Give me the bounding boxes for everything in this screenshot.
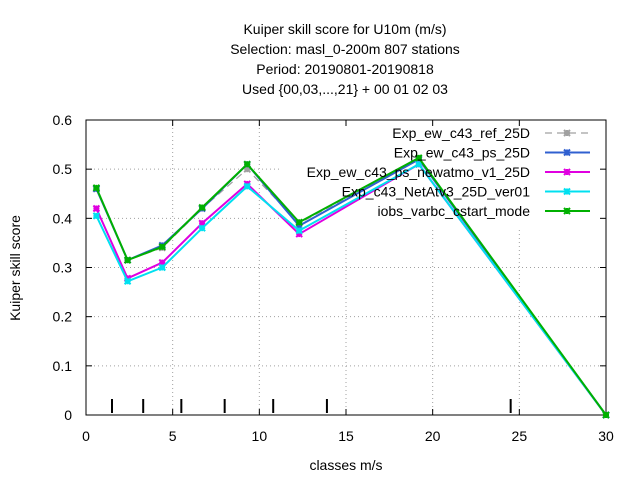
legend-label-3: Exp_c43_NetAtv3_25D_ver01 bbox=[342, 184, 531, 200]
series-4-point-6 bbox=[415, 154, 423, 162]
series-4-point-1 bbox=[123, 256, 132, 264]
legend-marker-3 bbox=[563, 187, 571, 196]
y-tick-label-0: 0 bbox=[64, 407, 72, 423]
legend-label-2: Exp_ew_c43_ps_newatmo_v1_25D bbox=[307, 164, 530, 180]
series-3-point-1 bbox=[123, 277, 132, 285]
series-4 bbox=[92, 154, 610, 419]
legend-label-0: Exp_ew_c43_ref_25D bbox=[392, 125, 530, 141]
x-tick-label-6: 30 bbox=[598, 428, 614, 444]
x-tick-label-5: 25 bbox=[512, 428, 528, 444]
series-3-point-3 bbox=[198, 224, 206, 232]
legend-marker-1 bbox=[563, 148, 571, 157]
series-4-point-3 bbox=[198, 203, 206, 212]
series-4-point-4 bbox=[243, 160, 251, 168]
series-3-point-4 bbox=[243, 182, 251, 191]
series-3-point-5 bbox=[295, 226, 303, 235]
y-tick-labels: 0 0.1 0.2 0.3 0.4 0.5 0.6 bbox=[53, 112, 73, 423]
axis-ticks bbox=[85, 119, 607, 416]
legend: Exp_ew_c43_ref_25D Exp_ew_c43_ps_25D Exp_e… bbox=[307, 125, 590, 219]
legend-marker-0 bbox=[563, 129, 571, 137]
title-line-2: Selection: masl_0-200m 807 stations bbox=[230, 41, 460, 57]
y-tick-label-3: 0.3 bbox=[53, 260, 73, 276]
title-line-3: Period: 20190801-20190818 bbox=[256, 61, 434, 77]
x-tick-label-0: 0 bbox=[82, 428, 90, 444]
series-4-point-7 bbox=[602, 411, 610, 419]
y-axis-title: Kuiper skill score bbox=[7, 215, 23, 321]
legend-label-1: Exp_ew_c43_ps_25D bbox=[394, 145, 530, 161]
x-axis-title: classes m/s bbox=[309, 457, 382, 473]
x-tick-label-1: 5 bbox=[169, 428, 177, 444]
series-line-3 bbox=[95, 163, 607, 416]
class-boundary-marks bbox=[111, 399, 512, 413]
legend-marker-4 bbox=[563, 207, 571, 215]
y-tick-label-4: 0.4 bbox=[53, 210, 73, 226]
title-line-4: Used {00,03,...,21} + 00 01 02 03 bbox=[242, 81, 448, 97]
series-layer bbox=[92, 154, 610, 419]
x-tick-labels: 0 5 10 15 20 25 30 bbox=[82, 428, 614, 444]
x-tick-label-3: 15 bbox=[338, 428, 354, 444]
y-tick-label-5: 0.5 bbox=[53, 161, 73, 177]
series-3 bbox=[92, 160, 610, 419]
series-4-point-2 bbox=[158, 243, 166, 251]
y-tick-label-1: 0.1 bbox=[53, 358, 73, 374]
legend-label-4: iobs_varbc_cstart_mode bbox=[377, 203, 530, 219]
chart-title: Kuiper skill score for U10m (m/s) Select… bbox=[230, 21, 460, 97]
series-2-point-0 bbox=[92, 204, 101, 213]
grid-lines bbox=[86, 120, 606, 415]
y-tick-label-6: 0.6 bbox=[53, 112, 73, 128]
series-3-point-2 bbox=[158, 263, 166, 272]
series-2 bbox=[92, 160, 610, 419]
series-line-4 bbox=[95, 156, 607, 416]
legend-marker-2 bbox=[563, 168, 571, 176]
x-tick-label-4: 20 bbox=[425, 428, 441, 444]
x-tick-label-2: 10 bbox=[252, 428, 268, 444]
y-tick-label-2: 0.2 bbox=[53, 309, 73, 325]
series-4-point-5 bbox=[295, 218, 303, 226]
series-4-point-0 bbox=[92, 184, 101, 192]
title-line-1: Kuiper skill score for U10m (m/s) bbox=[243, 21, 446, 37]
series-3-point-0 bbox=[92, 212, 101, 220]
